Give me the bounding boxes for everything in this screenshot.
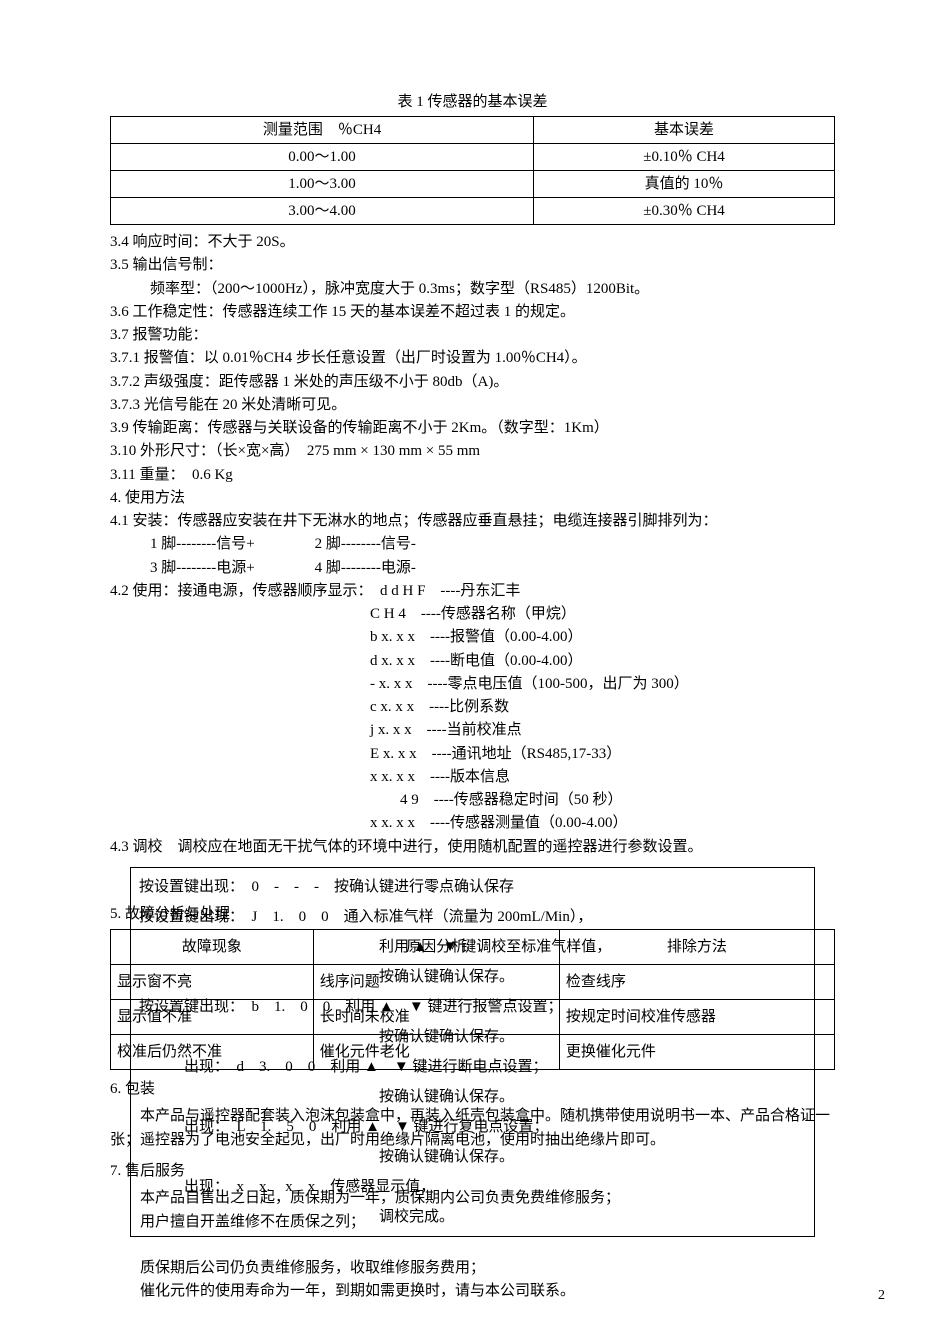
calib-3: 按设置键出现： b 1. 0 0 利用 ▲ ▼ 键进行报警点设置；: [139, 992, 806, 1022]
para-4-3: 4.3 调校 调校应在地面无干扰气体的环境中进行，使用随机配置的遥控器进行参数设…: [110, 836, 835, 859]
disp-4: - x. x x ----零点电压值（100-500，出厂为 300）: [110, 673, 835, 696]
front-layer: 按设置键出现： 0 - - - 按确认键进行零点确认保存 按设置键出现： J 1…: [110, 867, 835, 1237]
para-3-7-2: 3.7.2 声级强度：距传感器 1 米处的声压级不小于 80db（A)。: [110, 371, 835, 394]
calib-6b: 调校完成。: [139, 1202, 806, 1232]
para-3-9: 3.9 传输距离：传感器与关联设备的传输距离不小于 2Km。（数字型：1Km）: [110, 417, 835, 440]
page-number: 2: [878, 1285, 885, 1307]
calib-4b: 按确认键确认保存。: [139, 1082, 806, 1112]
table-header: 基本误差: [534, 117, 835, 144]
para-4-1a: 1 脚--------信号+ 2 脚--------信号-: [110, 533, 835, 556]
disp-2: b x. x x ----报警值（0.00-4.00）: [110, 626, 835, 649]
calib-2: 按设置键出现： J 1. 0 0 通入标准气样（流量为 200mL/Min），: [139, 902, 806, 932]
disp-1: C H 4 ----传感器名称（甲烷）: [110, 603, 835, 626]
disp-5: c x. x x ----比例系数: [110, 696, 835, 719]
calib-3b: 按确认键确认保存。: [139, 1022, 806, 1052]
para-3-7-3: 3.7.3 光信号能在 20 米处清晰可见。: [110, 394, 835, 417]
calib-2c: 按确认键确认保存。: [139, 962, 806, 992]
calib-2b: 利用 ▲ ▼ 键调校至标准气样值，: [139, 932, 806, 962]
para-3-5: 3.5 输出信号制：: [110, 254, 835, 277]
disp-3: d x. x x ----断电值（0.00-4.00）: [110, 650, 835, 673]
table-header: 测量范围 ％CH4: [111, 117, 534, 144]
overlap-region: 5. 故障分析与处理 故障现象 原因分析 排除方法 显示窗不亮线序问题检查线序 …: [110, 867, 835, 1187]
table-row: 1.00～3.00真值的 10％: [111, 171, 835, 198]
para-3-10: 3.10 外形尺寸：（长×宽×高） 275 mm × 130 mm × 55 m…: [110, 440, 835, 463]
para-4-1b: 3 脚--------电源+ 4 脚--------电源-: [110, 557, 835, 580]
calib-5: 出现： L 1. 5 0 利用 ▲ ▼ 键进行复电点设置；: [139, 1112, 806, 1142]
para-3-7: 3.7 报警功能：: [110, 324, 835, 347]
para-3-11: 3.11 重量： 0.6 Kg: [110, 464, 835, 487]
disp-6: j x. x x ----当前校准点: [110, 719, 835, 742]
para-3-5b: 频率型：（200～1000Hz），脉冲宽度大于 0.3ms；数字型（RS485）…: [110, 278, 835, 301]
calib-6: 出现： x x. x x 传感器显示值，: [139, 1172, 806, 1202]
disp-9: 4 9 ----传感器稳定时间（50 秒）: [110, 789, 835, 812]
disp-7: E x. x x ----通讯地址（RS485,17-33）: [110, 743, 835, 766]
para-3-7-1: 3.7.1 报警值：以 0.01％CH4 步长任意设置（出厂时设置为 1.00％…: [110, 347, 835, 370]
calib-4: 出现： d 3. 0 0 利用 ▲ ▼ 键进行断电点设置；: [139, 1052, 806, 1082]
table-row: 测量范围 ％CH4 基本误差: [111, 117, 835, 144]
table-row: 0.00～1.00±0.10％ CH4: [111, 144, 835, 171]
para-4-1: 4.1 安装：传感器应安装在井下无淋水的地点；传感器应垂直悬挂；电缆连接器引脚排…: [110, 510, 835, 533]
disp-10: x x. x x ----传感器测量值（0.00-4.00）: [110, 812, 835, 835]
table1-caption: 表 1 传感器的基本误差: [110, 90, 835, 114]
disp-8: x x. x x ----版本信息: [110, 766, 835, 789]
para-3-4: 3.4 响应时间：不大于 20S。: [110, 231, 835, 254]
sec-4: 4. 使用方法: [110, 487, 835, 510]
calib-5b: 按确认键确认保存。: [139, 1142, 806, 1172]
table1: 测量范围 ％CH4 基本误差 0.00～1.00±0.10％ CH4 1.00～…: [110, 116, 835, 225]
calibration-box: 按设置键出现： 0 - - - 按确认键进行零点确认保存 按设置键出现： J 1…: [130, 867, 815, 1237]
table-row: 3.00～4.00±0.30％ CH4: [111, 198, 835, 225]
after-1: 质保期后公司仍负责维修服务，收取维修服务费用；: [110, 1257, 835, 1280]
para-4-2: 4.2 使用：接通电源，传感器顺序显示： d d H F ----丹东汇丰: [110, 580, 835, 603]
calib-1: 按设置键出现： 0 - - - 按确认键进行零点确认保存: [139, 872, 806, 902]
after-2: 催化元件的使用寿命为一年，到期如需更换时，请与本公司联系。: [110, 1280, 835, 1303]
para-3-6: 3.6 工作稳定性：传感器连续工作 15 天的基本误差不超过表 1 的规定。: [110, 301, 835, 324]
